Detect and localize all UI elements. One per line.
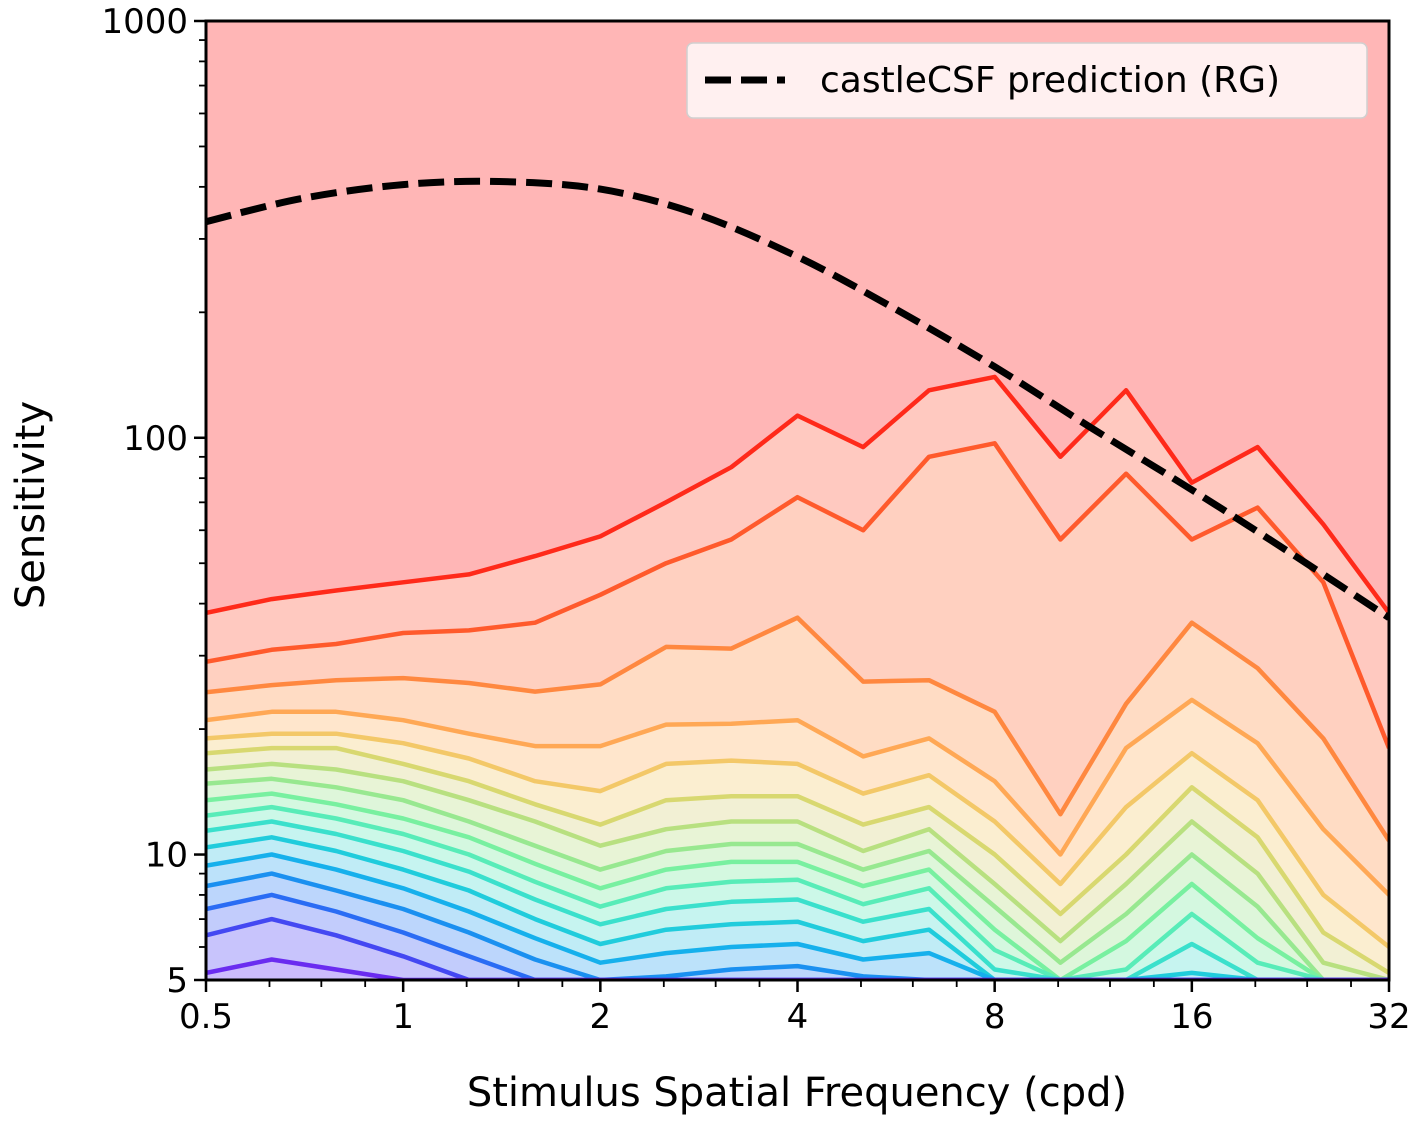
- contour-line-10: [206, 804, 1389, 980]
- x-tick-label: 0.5: [179, 997, 233, 1037]
- legend-entry-label: castleCSF prediction (RG): [820, 60, 1280, 101]
- x-tick-label: 16: [1170, 997, 1213, 1037]
- contour-line-13: [206, 852, 1389, 980]
- y-tick-label: 10: [145, 836, 188, 876]
- contour-line-16: [206, 916, 1389, 980]
- contour-line-8: [206, 776, 1389, 980]
- contour-line-9: [206, 791, 1389, 980]
- contour-line-6: [206, 745, 1389, 975]
- contour-line-15: [206, 892, 1389, 980]
- y-axis-ticks: 5 10 100 1000: [101, 2, 206, 1001]
- contour-line-5: [206, 731, 1389, 949]
- contour-band-17: [206, 959, 1389, 980]
- legend-box: [686, 42, 1368, 119]
- contour-line-1: [206, 374, 1389, 616]
- legend: castleCSF prediction (RG): [686, 42, 1368, 119]
- x-tick-label: 2: [590, 997, 612, 1037]
- x-tick-label: 32: [1367, 997, 1410, 1037]
- x-tick-label: 4: [787, 997, 809, 1037]
- contour-line-7: [206, 761, 1389, 980]
- contour-line-2: [206, 441, 1389, 749]
- contour-line-14: [206, 871, 1389, 980]
- contour-line-11: [206, 819, 1389, 980]
- contour-line-12: [206, 835, 1389, 980]
- contour-band-14: [206, 873, 1389, 980]
- x-axis-title: Stimulus Spatial Frequency (cpd): [467, 1070, 1127, 1116]
- contour-lines: [206, 374, 1389, 980]
- y-axis-title: Sensitivity: [8, 401, 54, 609]
- x-axis-ticks: 0.5 1 2 4 8 16 32: [179, 980, 1411, 1037]
- y-tick-label: 1000: [101, 2, 188, 42]
- x-tick-label: 1: [392, 997, 414, 1037]
- prediction-curve: [206, 177, 1389, 621]
- y-tick-label: 100: [123, 419, 188, 459]
- contour-line-3: [206, 615, 1389, 842]
- x-tick-label: 8: [984, 997, 1006, 1037]
- contour-line-4: [206, 697, 1389, 897]
- prediction-layer: [206, 177, 1389, 621]
- y-tick-label: 5: [166, 961, 188, 1001]
